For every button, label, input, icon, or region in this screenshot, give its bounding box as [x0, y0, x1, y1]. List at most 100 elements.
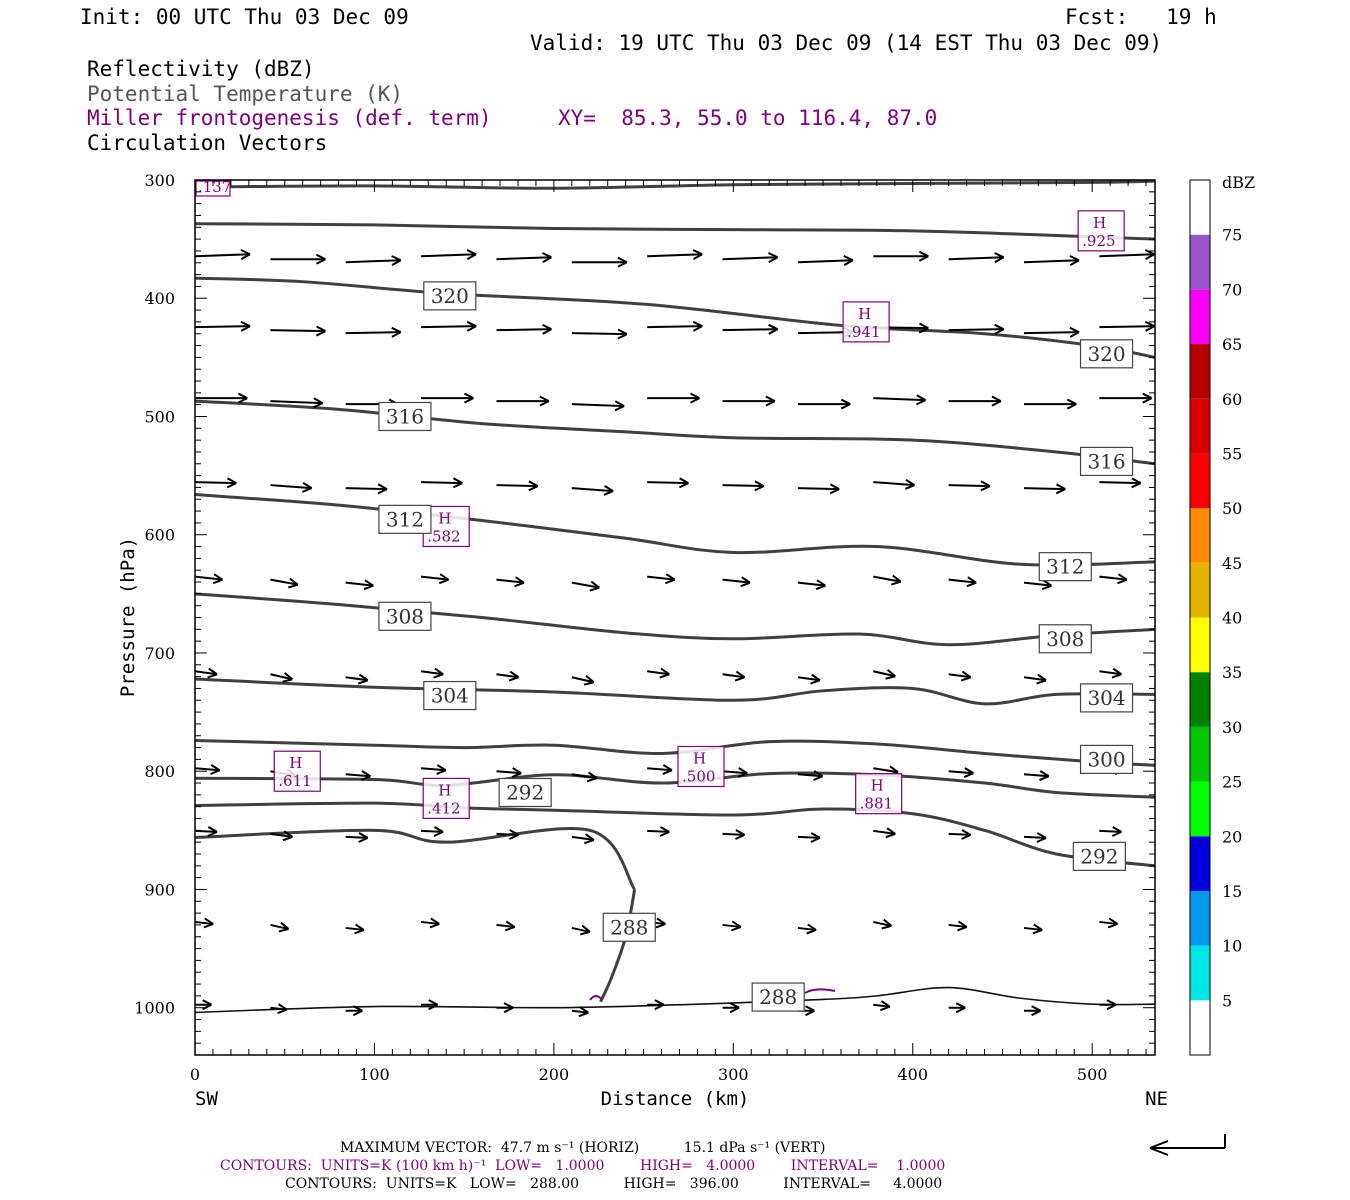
vector-arrow — [270, 397, 324, 409]
colorbar-label: 30 — [1222, 718, 1242, 737]
vector-arrow — [270, 325, 326, 337]
vector-arrow — [195, 764, 221, 775]
vector-arrow — [1099, 249, 1155, 260]
vector-arrow — [496, 576, 525, 588]
theta-label-box — [602, 912, 656, 942]
vector-arrow — [195, 999, 212, 1011]
vector-arrow — [496, 920, 516, 932]
vector-shaft — [496, 832, 519, 836]
vector-head — [880, 1000, 891, 1012]
vector-arrow — [948, 395, 1002, 407]
y-tick-label: 400 — [144, 289, 175, 308]
colorbar-label: 55 — [1222, 444, 1242, 463]
theta-label-box — [378, 504, 432, 534]
vector-head — [463, 392, 474, 404]
vector-head — [916, 394, 927, 406]
vector-shaft — [948, 770, 974, 775]
vector-arrow — [571, 400, 625, 412]
frontogenesis-high: H.412 — [422, 777, 470, 820]
vector-arrow — [873, 1000, 891, 1012]
vector-arrow — [345, 326, 402, 338]
vector-arrow — [1099, 999, 1117, 1011]
vector-arrow — [345, 579, 374, 591]
theta-label: 320 — [1079, 339, 1134, 369]
vector-head — [1066, 398, 1077, 410]
vector-head — [436, 764, 447, 775]
vector-shaft — [496, 484, 538, 488]
vector-arrow — [345, 770, 372, 781]
vector-head — [240, 249, 251, 260]
theta-contour-line — [195, 493, 1155, 567]
vector-head — [994, 323, 1005, 335]
vector-arrow — [421, 392, 474, 404]
theta-contour-line — [195, 986, 1155, 1014]
theta-label-box — [1079, 339, 1134, 369]
vector-head — [358, 832, 369, 843]
frontogenesis-high-marker: H — [693, 749, 706, 767]
vector-shaft — [571, 835, 594, 841]
vector-head — [589, 580, 600, 592]
vector-shaft — [571, 581, 600, 589]
vector-head — [277, 1003, 288, 1015]
theta-label-text: 292 — [1080, 844, 1118, 868]
frontogenesis-high-box — [422, 777, 470, 820]
vector-head — [768, 323, 779, 335]
colorbar-segment — [1190, 836, 1210, 891]
theta-contour-line — [195, 592, 1155, 647]
vector-arrow — [270, 482, 313, 493]
vector-shaft — [195, 325, 251, 329]
vector-shaft — [722, 923, 741, 928]
vector-shaft — [571, 332, 627, 336]
theta-label-text: 312 — [1046, 555, 1084, 579]
vector-shaft — [1023, 581, 1052, 587]
theta-contour-line — [599, 889, 637, 1003]
vector-arrow — [421, 826, 444, 837]
vector-arrow — [948, 670, 972, 682]
theta-label-box — [1079, 744, 1134, 774]
colorbar-segment — [1190, 289, 1210, 345]
frontogenesis-high-box — [842, 301, 890, 343]
vector-shaft — [270, 673, 293, 681]
vector-arrow — [647, 764, 673, 775]
vector-head — [963, 767, 974, 778]
vector-shaft — [647, 575, 675, 581]
vector-head — [302, 482, 313, 493]
vector-arrow — [420, 667, 444, 679]
colorbar-label: 60 — [1222, 390, 1242, 409]
theta-label: 292 — [498, 777, 552, 808]
theta-label: 312 — [378, 504, 432, 534]
colorbar: 5 10 15 20 25 30 35 40 45 50 55 60 65 70 75 dBZ — [1189, 173, 1255, 1056]
vector-head — [212, 573, 224, 585]
vector-shaft — [195, 253, 251, 258]
colorbar-segment — [1190, 508, 1210, 563]
vector-head — [541, 252, 552, 263]
vector-head — [659, 667, 670, 679]
vector-arrow — [797, 255, 854, 266]
vector-arrow — [421, 477, 463, 489]
vector-head — [904, 479, 916, 490]
colorbar-label: 45 — [1222, 554, 1242, 573]
vector-head — [226, 477, 237, 489]
vector-head — [511, 767, 522, 778]
vector-shaft — [345, 835, 368, 839]
vector-arrow — [496, 670, 520, 682]
frontogenesis-high: H.611 — [273, 750, 321, 792]
vector-arrow — [1099, 826, 1122, 837]
vector-head — [885, 827, 896, 839]
vector-arrow — [873, 574, 902, 586]
vector-head — [428, 999, 439, 1011]
theta-label-box — [1079, 446, 1134, 477]
vector-arrow — [421, 999, 439, 1011]
vector-head — [210, 764, 221, 775]
colorbar-unit: dBZ — [1222, 173, 1255, 192]
vector-arrow — [571, 924, 591, 936]
vector-head — [1032, 923, 1043, 935]
frontogenesis-high-marker: H — [289, 754, 302, 772]
theta-contour-line — [195, 826, 636, 891]
vector-arrow — [1023, 579, 1053, 591]
colorbar-label: 10 — [1222, 937, 1242, 956]
x-axis-end-left: SW — [195, 1088, 218, 1110]
footer-contours-theta: CONTOURS: UNITS=K LOW= 288.00 HIGH= 396.… — [285, 1176, 943, 1192]
vector-shaft — [647, 767, 673, 772]
